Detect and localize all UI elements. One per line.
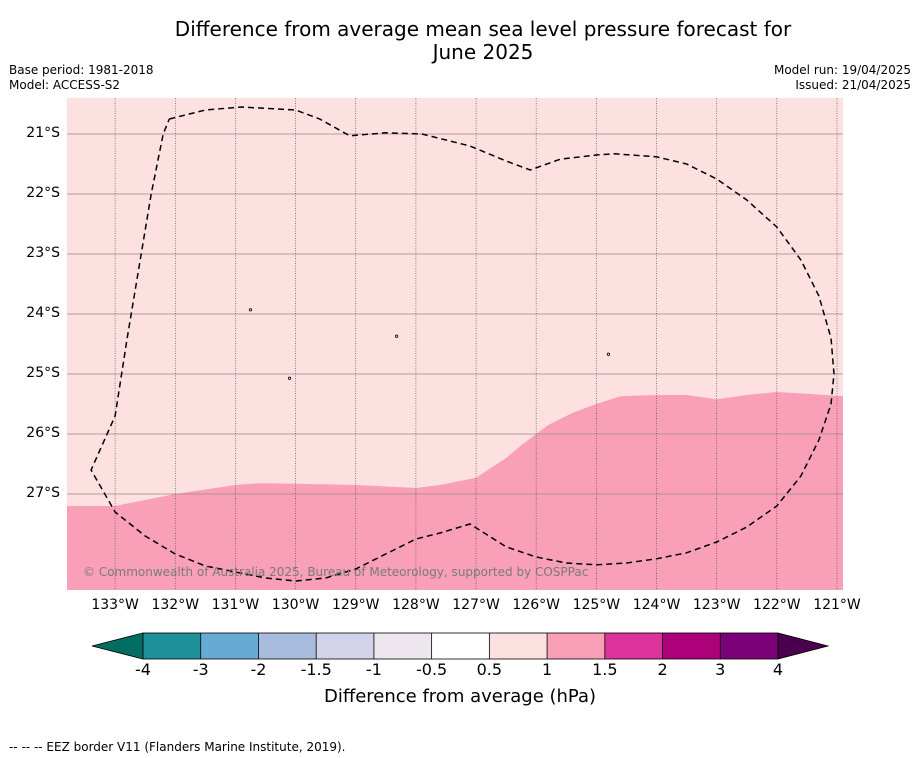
lon-tick-label: 123°W [692,597,741,613]
colorbar-tick-label: 1.5 [592,660,618,679]
meta-right: Model run: 19/04/2025 Issued: 21/04/2025 [774,63,911,93]
colorbar-tick-label: 1 [541,660,553,679]
model-run: Model run: 19/04/2025 [773,63,911,77]
colorbar-tick-label: 0.5 [476,660,503,679]
base-period: Base period: 1981-2018 [9,63,154,77]
title-line-2: June 2025 [432,40,534,64]
colorbar-tick-label: -2 [250,660,267,679]
colorbar-tick-label: 2 [657,660,668,679]
island-marker [606,352,611,356]
colorbar-tick-label: -0.5 [416,660,448,679]
colorbar-over-arrow [777,632,830,660]
colorbar-swatch [258,633,317,659]
lat-tick-label: 22°S [26,185,60,201]
lon-tick-label: 128°W [392,597,440,613]
colorbar-swatch [200,633,259,659]
eez-border-line [90,106,835,582]
lon-tick-label: 125°W [572,597,621,613]
colorbar-tick-label: 3 [715,660,726,679]
eez-legend-note: -- -- -- EEZ border V11 (Flanders Marine… [9,740,346,754]
model-name: Model: ACCESS-S2 [9,78,121,92]
colorbar-tick-label: -1.5 [300,660,332,679]
lat-tick-label: 24°S [26,305,60,321]
lon-tick-label: 122°W [753,597,801,613]
lon-tick-label: 132°W [151,597,200,613]
lon-tick-label: 130°W [271,597,320,613]
meta-left: Base period: 1981-2018 Model: ACCESS-S2 [9,63,154,93]
colorbar-tick-label: 4 [772,660,784,679]
lon-tick-label: 127°W [452,597,500,613]
lon-tick-label: 121°W [813,597,861,613]
colorbar-swatch [431,633,490,659]
chart-title: Difference from average mean sea level p… [0,18,919,64]
lon-tick-label: 126°W [512,597,560,613]
lat-tick-label: 27°S [26,485,60,501]
colorbar-swatch [547,633,605,659]
colorbar-under-arrow [91,632,144,660]
colorbar-tick-label: -4 [135,660,151,679]
colorbar-swatch [489,633,548,659]
lat-tick-label: 21°S [26,125,60,141]
colorbar-tick-label: -1 [365,660,382,679]
colorbar-tick-label: -3 [192,660,209,679]
colorbar-swatch [720,633,778,659]
lat-tick-label: 26°S [26,425,60,441]
copyright-notice: © Commonwealth of Australia 2025, Bureau… [83,565,589,579]
colorbar-swatch [143,633,201,659]
lon-tick-label: 133°W [91,597,139,613]
colorbar-swatch [316,633,374,659]
island-marker [248,308,253,312]
island-marker [287,376,292,380]
colorbar-swatch [662,633,721,659]
colorbar-frame [142,632,779,660]
lon-tick-label: 131°W [211,597,260,613]
lat-tick-label: 23°S [26,245,60,261]
lat-tick-label: 25°S [26,365,60,381]
field-1-to-1-5 [67,392,843,590]
issued-date: Issued: 21/04/2025 [795,78,911,92]
colorbar-swatch [604,633,663,659]
colorbar-title: Difference from average (hPa) [323,686,597,707]
lon-tick-label: 124°W [632,597,681,613]
island-marker [394,334,399,338]
colorbar-swatch [373,633,432,659]
lon-tick-label: 129°W [331,597,380,613]
title-line-1: Difference from average mean sea level p… [174,17,792,41]
